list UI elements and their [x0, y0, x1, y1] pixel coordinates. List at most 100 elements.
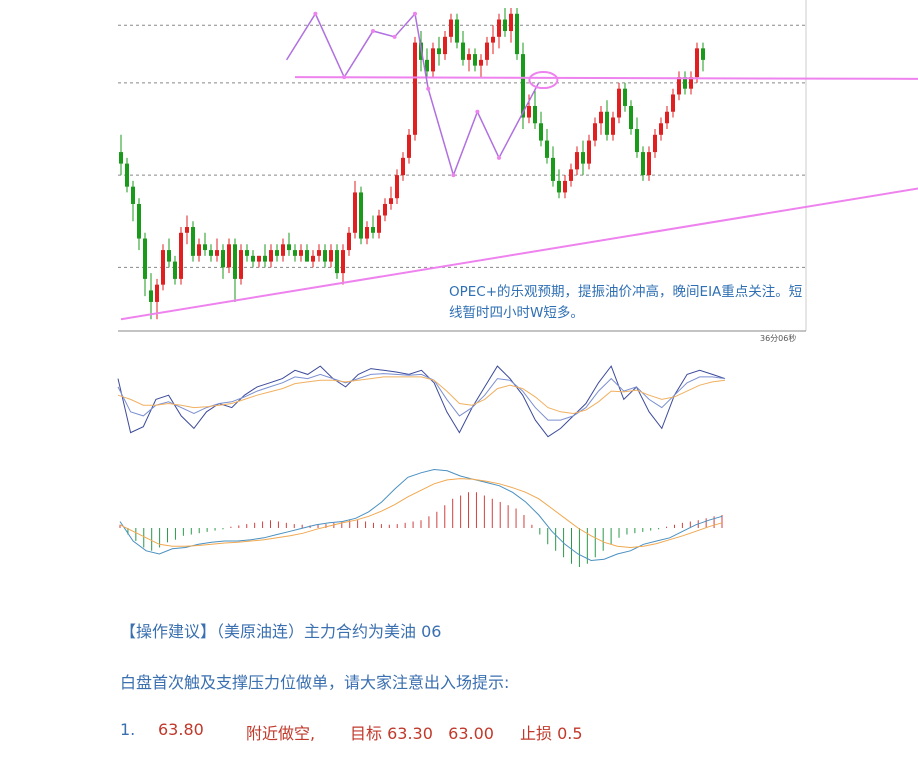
candle-body — [437, 48, 441, 55]
candle-body — [311, 255, 315, 262]
candle-body — [401, 157, 405, 176]
candle-body — [617, 88, 621, 118]
candle-body — [257, 255, 261, 262]
candle-body — [533, 105, 537, 124]
trendline — [120, 187, 918, 321]
trade-price: 63.80 — [158, 720, 204, 739]
candle-body — [173, 261, 177, 279]
candle-body — [683, 77, 687, 89]
candle-body — [503, 19, 507, 32]
candle-body — [149, 290, 153, 302]
macd-dif-line — [119, 468, 723, 562]
candle-body — [317, 250, 321, 256]
candles — [119, 8, 705, 320]
candle-body — [653, 134, 657, 153]
candle-body — [563, 180, 567, 193]
candle-body — [635, 129, 639, 153]
candle-body — [221, 250, 225, 268]
countdown-timer: 36分06秒 — [760, 334, 797, 343]
candle-body — [641, 152, 645, 176]
candle-body — [509, 13, 513, 32]
candle-body — [215, 250, 219, 256]
candle-body — [473, 54, 477, 66]
candle-body — [329, 250, 333, 262]
zigzag-vertex — [313, 11, 318, 16]
candle-body — [623, 88, 627, 106]
candle-body — [263, 255, 267, 262]
candle-body — [479, 59, 483, 66]
candle-body — [341, 250, 345, 274]
candle-body — [131, 186, 135, 204]
candle-body — [209, 250, 213, 256]
candle-body — [389, 198, 393, 204]
candle-body — [233, 244, 237, 279]
candle-body — [425, 59, 429, 72]
candle-body — [599, 111, 603, 124]
candle-body — [227, 244, 231, 268]
kdj-line-1 — [117, 373, 726, 421]
candle-body — [455, 19, 459, 43]
zigzag-vertex — [426, 86, 431, 91]
trend-annotations — [120, 11, 918, 321]
zigzag-vertex — [342, 75, 347, 80]
candle-body — [245, 250, 249, 256]
kdj-indicator — [117, 365, 726, 438]
candle-body — [365, 227, 369, 239]
candle-body — [587, 140, 591, 164]
candle-body — [323, 250, 327, 262]
zigzag-vertex — [371, 29, 375, 34]
candle-body — [137, 203, 141, 239]
candle-body — [377, 215, 381, 233]
zigzag-vertex — [451, 173, 456, 178]
candle-body — [545, 140, 549, 158]
candle-body — [671, 94, 675, 112]
candle-body — [269, 250, 273, 262]
trade-target: 目标 63.30 63.00 — [350, 724, 494, 743]
candle-body — [551, 157, 555, 181]
candle-body — [383, 203, 387, 216]
chart-area: OPEC+的乐观预期，提振油价冲高，晚间EIA重点关注。短线暂时四小时W短多。 … — [117, 0, 918, 567]
zigzag-vertex — [475, 109, 480, 114]
chart-svg — [117, 0, 918, 567]
candle-body — [689, 77, 693, 89]
candle-body — [191, 227, 195, 256]
candle-body — [665, 111, 669, 124]
candle-body — [155, 284, 159, 302]
candle-body — [605, 111, 609, 135]
candle-body — [461, 42, 465, 60]
candle-body — [347, 232, 351, 251]
candle-body — [371, 227, 375, 233]
candle-body — [431, 48, 435, 72]
candle-body — [299, 250, 303, 256]
candle-body — [293, 250, 297, 256]
candle-body — [143, 238, 147, 279]
candle-body — [413, 42, 417, 135]
candle-body — [575, 152, 579, 170]
candle-body — [515, 13, 519, 55]
chart-annotation-text: OPEC+的乐观预期，提振油价冲高，晚间EIA重点关注。短线暂时四小时W短多。 — [449, 284, 803, 321]
zigzag-vertex — [392, 34, 397, 39]
candle-body — [179, 232, 183, 279]
candle-body — [521, 54, 525, 118]
trade-stop: 止损 0.5 — [520, 724, 583, 743]
candle-body — [185, 227, 189, 233]
candle-body — [449, 19, 453, 37]
candle-body — [281, 244, 285, 256]
zigzag-vertex — [413, 11, 417, 16]
candle-body — [275, 250, 279, 256]
candle-body — [239, 250, 243, 279]
candle-body — [485, 42, 489, 60]
candle-body — [467, 54, 471, 60]
kdj-line-2 — [117, 376, 726, 415]
candle-body — [539, 123, 543, 141]
zigzag-vertex — [497, 155, 501, 160]
price-grid — [118, 0, 807, 331]
macd-indicator — [119, 468, 723, 567]
advice-line: 白盘首次触及支撑压力位做单，请大家注意出入场提示: — [120, 673, 510, 692]
candle-body — [491, 36, 495, 43]
candle-body — [353, 192, 357, 233]
zigzag-pattern — [285, 12, 540, 178]
candle-body — [611, 117, 615, 135]
trendline — [294, 76, 918, 80]
candle-body — [119, 152, 123, 164]
